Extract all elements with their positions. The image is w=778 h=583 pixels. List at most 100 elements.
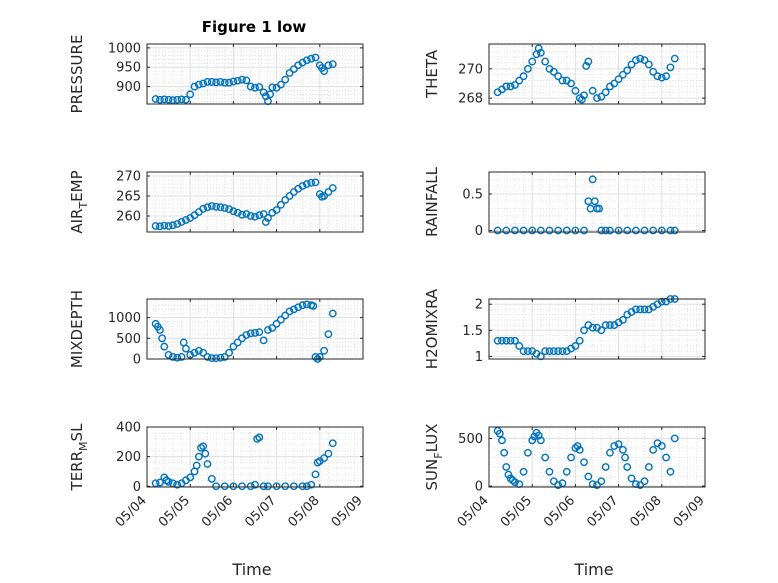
data-point [601,88,610,97]
data-point [207,354,216,363]
data-point [255,83,264,91]
data-point [151,95,160,103]
y-tick-label: 265 [116,190,141,205]
data-point [298,301,307,310]
data-point [511,478,519,487]
y-axis-label: AIRTEMP [68,170,90,233]
x-tick-label: 05/06 [199,493,236,530]
data-point [577,95,586,104]
data-point [281,482,290,491]
data-point [519,226,528,235]
data-point [229,77,238,86]
y-tick-label: 400 [116,421,141,436]
data-point [238,75,246,84]
data-point [324,330,333,339]
data-point [285,307,294,316]
data-point [554,72,563,81]
data-point [277,315,285,324]
data-point [199,79,208,88]
data-point [627,474,636,483]
y-tick-label: 1000 [108,311,141,326]
data-point [264,482,272,491]
data-point [324,61,333,70]
data-point [281,196,290,204]
data-point [593,481,601,489]
data-point [259,336,268,345]
data-point [238,210,246,219]
data-point [588,86,597,95]
y-tick-label: 200 [116,450,141,465]
axes-box [146,171,364,233]
data-point [311,178,320,187]
data-point [536,436,545,445]
data-point [281,311,290,320]
data-point [582,62,591,70]
data-point [506,474,515,483]
data-point [623,463,632,471]
data-point [619,70,627,79]
data-point [493,226,502,235]
data-point [272,482,281,491]
x-tick-label: 05/04 [113,493,150,530]
data-point [164,477,173,486]
y-tick-label: 0 [475,224,483,239]
data-point [294,303,303,312]
x-axis-label-right: Time [573,560,613,579]
data-point [575,336,584,345]
data-point [315,353,324,361]
data-point [233,208,242,217]
data-point [181,95,190,104]
data-point [268,83,277,92]
axes-box [488,43,706,105]
y-tick-label: 0 [475,480,483,495]
data-point [320,454,329,463]
data-point [601,226,610,235]
data-point [320,67,329,75]
x-tick-label: 05/06 [541,493,578,530]
y-axis-label-subscript: F [432,452,445,458]
data-point [181,344,190,353]
data-point [662,453,671,462]
data-point [192,461,201,470]
data-point [584,472,593,481]
data-point [169,479,177,488]
data-point [173,353,182,362]
data-point [670,226,679,235]
data-point [277,200,285,209]
data-point [649,67,658,76]
data-point [251,480,259,489]
data-point [285,69,294,77]
data-point [302,56,311,65]
data-point [173,480,182,489]
data-point [606,448,614,457]
data-point [164,222,173,230]
data-point [562,226,571,235]
data-point [640,226,649,235]
data-point [545,467,554,476]
data-point [194,452,203,461]
plot-background [147,299,363,359]
plot-background [489,299,705,359]
data-point [549,67,558,76]
data-point [169,353,177,361]
data-point [534,44,543,53]
data-point [177,218,186,226]
data-point [519,467,528,476]
data-point [212,78,221,87]
data-point [264,214,272,222]
y-tick-label: 900 [116,80,141,95]
data-point [619,315,627,324]
y-tick-label: 2 [475,298,483,313]
data-point [328,184,337,192]
data-point [644,60,653,69]
data-point [311,470,320,479]
data-point [212,202,221,211]
y-axis-label: TERRMSL [68,423,90,492]
y-tick-label: 270 [458,62,483,77]
x-tick-label: 05/04 [455,493,492,530]
axes-box [146,298,364,360]
data-point [246,82,255,91]
data-point [203,353,212,361]
data-point [558,76,567,85]
data-point [216,353,225,362]
